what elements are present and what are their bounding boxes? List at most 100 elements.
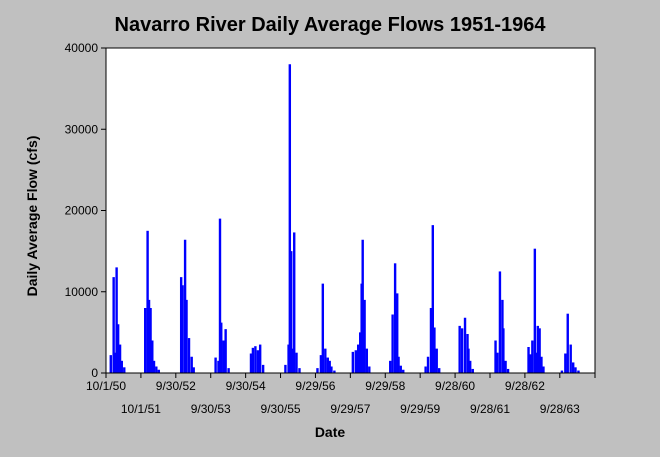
- flow-bar: [566, 313, 569, 373]
- plot-area: [105, 47, 596, 374]
- flow-bar: [218, 218, 222, 373]
- x-tick-label: 9/30/54: [226, 379, 266, 393]
- chart-title: Navarro River Daily Average Flows 1951-1…: [114, 14, 546, 36]
- x-ticks: 10/1/50 9/30/52 9/30/54 9/29/56 9/29/58 9/28/…: [86, 373, 596, 416]
- flow-bar: [502, 328, 505, 373]
- y-ticks: 0 10000 20000 30000 40000: [65, 41, 106, 380]
- x-tick-label: 9/30/52: [156, 379, 196, 393]
- flow-bar: [284, 364, 287, 373]
- flow-bar: [397, 356, 400, 373]
- flow-bar: [531, 340, 534, 373]
- flow-bar: [152, 360, 156, 373]
- flow-bar: [471, 368, 474, 373]
- x-tick-label: 10/1/50: [86, 379, 126, 393]
- flow-bar: [498, 271, 502, 373]
- flow-bar: [179, 277, 183, 373]
- flow-bar: [109, 355, 112, 373]
- flow-bar: [288, 64, 292, 373]
- flow-bar: [533, 248, 537, 373]
- flow-bar: [181, 285, 184, 373]
- flow-bar: [330, 366, 333, 373]
- flow-bar: [290, 251, 293, 373]
- flow-bar: [399, 365, 402, 373]
- flow-bar: [494, 340, 497, 373]
- flow-bar: [433, 327, 436, 373]
- x-tick-label: 10/1/51: [121, 402, 161, 416]
- flow-bar: [146, 230, 149, 373]
- flow-bar: [187, 338, 191, 373]
- flow-bar: [293, 232, 296, 373]
- y-tick-label: 20000: [65, 204, 99, 218]
- flow-bar: [113, 352, 117, 373]
- flow-bar: [354, 350, 358, 373]
- flow-bar: [157, 369, 160, 373]
- flow-bar: [328, 360, 331, 373]
- flow-bar: [155, 366, 158, 373]
- flow-bar: [569, 344, 572, 373]
- flow-bar: [214, 357, 217, 373]
- flow-bar: [574, 367, 577, 373]
- x-tick-label: 9/29/57: [330, 402, 370, 416]
- y-tick-label: 0: [91, 366, 98, 380]
- flow-bar: [560, 370, 564, 373]
- flow-bar: [431, 225, 434, 373]
- flow-bar: [249, 353, 253, 373]
- flow-bar: [435, 348, 438, 373]
- flow-bar: [351, 351, 355, 373]
- flow-bar: [118, 344, 122, 373]
- x-tick-label: 9/28/63: [540, 402, 580, 416]
- flow-bar: [258, 344, 262, 373]
- flow-bar: [316, 368, 319, 373]
- flow-bar: [538, 328, 541, 373]
- x-tick-label: 9/29/58: [365, 379, 405, 393]
- flow-bar: [112, 277, 115, 373]
- flow-bars: [109, 64, 580, 373]
- flow-bar: [506, 368, 510, 373]
- flow-bar: [496, 352, 499, 373]
- flow-bar: [463, 317, 467, 373]
- flow-bar: [222, 340, 225, 373]
- flow-bar: [365, 348, 369, 373]
- flow-bar: [326, 357, 329, 373]
- flow-bar: [291, 348, 294, 373]
- flow-bar: [256, 350, 260, 373]
- flow-bar: [564, 353, 567, 373]
- flow-bar: [426, 356, 430, 373]
- flow-bar: [577, 370, 580, 373]
- flow-bar: [467, 348, 470, 373]
- x-tick-label: 9/29/56: [295, 379, 335, 393]
- flow-bar: [254, 346, 257, 373]
- flow-bar: [571, 362, 575, 373]
- x-tick-label: 9/28/62: [505, 379, 545, 393]
- flow-bar: [295, 352, 298, 373]
- flow-bar: [149, 308, 152, 373]
- y-tick-label: 40000: [65, 41, 99, 55]
- flow-bar: [217, 360, 220, 373]
- flow-bar: [368, 366, 371, 373]
- flow-bar: [120, 360, 123, 373]
- flow-bar: [144, 308, 147, 373]
- flow-bar: [396, 293, 399, 373]
- flow-bar: [251, 347, 255, 373]
- flow-bar: [298, 368, 301, 373]
- flow-bar: [460, 328, 464, 373]
- flow-bar: [287, 344, 290, 373]
- x-tick-label: 9/29/59: [400, 402, 440, 416]
- x-axis-label: Date: [314, 424, 346, 440]
- flow-bar: [190, 356, 193, 373]
- flow-bar: [389, 360, 392, 373]
- flow-bar: [224, 329, 227, 373]
- y-tick-label: 30000: [65, 122, 99, 136]
- flow-bar: [393, 263, 397, 373]
- flow-bar: [542, 366, 545, 373]
- flow-bar: [151, 340, 154, 373]
- x-tick-label: 9/28/60: [435, 379, 475, 393]
- flow-bar: [183, 239, 187, 373]
- flow-bar: [356, 344, 360, 373]
- flow-bar: [359, 332, 362, 373]
- flow-bar: [321, 283, 325, 373]
- flow-bar: [192, 367, 195, 373]
- flow-bar: [115, 267, 118, 373]
- flow-bar: [123, 367, 126, 373]
